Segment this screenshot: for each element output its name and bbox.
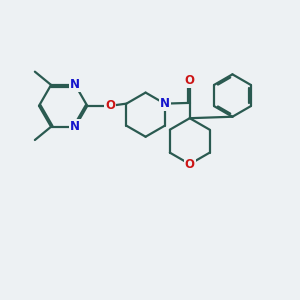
Text: O: O <box>185 74 195 87</box>
Text: N: N <box>70 120 80 133</box>
Text: N: N <box>160 97 170 110</box>
Text: N: N <box>70 78 80 92</box>
Text: O: O <box>105 99 115 112</box>
Text: O: O <box>185 158 195 171</box>
